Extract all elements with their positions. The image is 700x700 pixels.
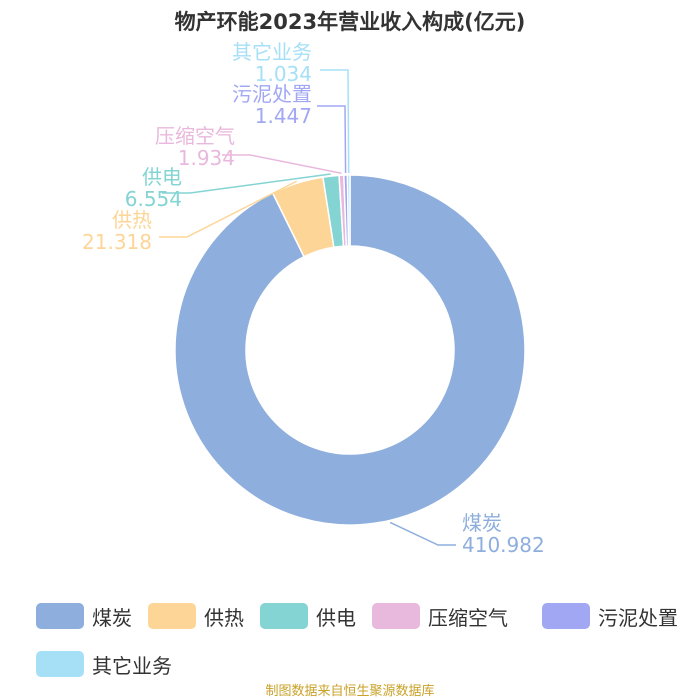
slice-label-3: 压缩空气 bbox=[155, 124, 235, 148]
slice-5 bbox=[346, 174, 351, 247]
legend-item-5[interactable]: 其它业务 bbox=[36, 650, 172, 678]
slice-0 bbox=[174, 174, 526, 526]
legend-label: 压缩空气 bbox=[428, 605, 508, 630]
slice-label-5: 其它业务 bbox=[232, 40, 312, 64]
leader-line-4 bbox=[317, 105, 347, 174]
legend-swatch bbox=[372, 603, 420, 629]
slice-value-5: 1.034 bbox=[255, 62, 312, 86]
leader-line-2 bbox=[162, 173, 331, 194]
legend-swatch bbox=[148, 603, 196, 629]
legend-label: 供热 bbox=[204, 605, 244, 630]
slice-label-1: 供热 bbox=[112, 208, 152, 232]
legend-item-2[interactable]: 供电 bbox=[260, 602, 356, 630]
legend-item-0[interactable]: 煤炭 bbox=[36, 602, 132, 630]
leader-line-1 bbox=[159, 180, 297, 238]
legend-swatch bbox=[260, 603, 308, 629]
legend-label: 其它业务 bbox=[92, 653, 172, 678]
legend-label: 污泥处置 bbox=[598, 605, 678, 630]
slice-value-3: 1.934 bbox=[178, 146, 235, 170]
legend-item-3[interactable]: 压缩空气 bbox=[372, 602, 508, 630]
slice-label-2: 供电 bbox=[142, 165, 182, 189]
leader-line-5 bbox=[320, 69, 350, 174]
legend-swatch bbox=[542, 603, 590, 629]
legend-swatch bbox=[36, 651, 84, 677]
leader-line-0 bbox=[389, 521, 456, 546]
legend-label: 煤炭 bbox=[92, 605, 132, 630]
slice-label-0: 煤炭 bbox=[462, 511, 502, 535]
legend-swatch bbox=[36, 603, 84, 629]
legend-item-1[interactable]: 供热 bbox=[148, 602, 244, 630]
source-note: 制图数据来自恒生聚源数据库 bbox=[265, 684, 435, 699]
chart-title: 物产环能2023年营业收入构成(亿元) bbox=[174, 10, 526, 34]
slice-value-4: 1.447 bbox=[255, 104, 312, 128]
legend-item-4[interactable]: 污泥处置 bbox=[542, 602, 678, 630]
slice-label-4: 污泥处置 bbox=[232, 82, 312, 106]
legend-label: 供电 bbox=[316, 605, 356, 630]
slice-value-1: 21.318 bbox=[82, 230, 152, 254]
leader-line-3 bbox=[222, 154, 342, 174]
slice-value-0: 410.982 bbox=[462, 533, 545, 557]
slice-value-2: 6.554 bbox=[125, 187, 182, 211]
